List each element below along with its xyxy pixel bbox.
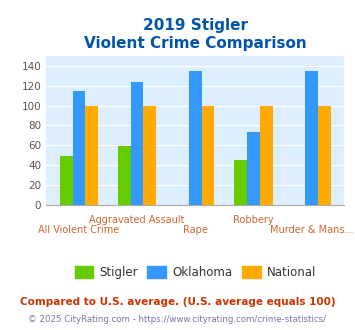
Text: © 2025 CityRating.com - https://www.cityrating.com/crime-statistics/: © 2025 CityRating.com - https://www.city… [28,315,327,324]
Bar [131,82,143,205]
Title: 2019 Stigler
Violent Crime Comparison: 2019 Stigler Violent Crime Comparison [84,18,307,51]
Bar [189,71,202,205]
Text: Murder & Mans...: Murder & Mans... [270,225,353,235]
Bar [234,160,247,205]
Text: All Violent Crime: All Violent Crime [38,225,120,235]
Text: Compared to U.S. average. (U.S. average equals 100): Compared to U.S. average. (U.S. average … [20,297,335,307]
Text: Robbery: Robbery [233,215,274,225]
Bar [85,106,98,205]
Bar [318,106,331,205]
Text: Aggravated Assault: Aggravated Assault [89,215,185,225]
Bar [202,106,214,205]
Bar [247,132,260,205]
Bar [118,146,131,205]
Bar [143,106,156,205]
Bar [305,71,318,205]
Bar [260,106,273,205]
Text: Rape: Rape [183,225,208,235]
Legend: Stigler, Oklahoma, National: Stigler, Oklahoma, National [70,261,321,283]
Bar [60,156,72,205]
Bar [72,91,85,205]
